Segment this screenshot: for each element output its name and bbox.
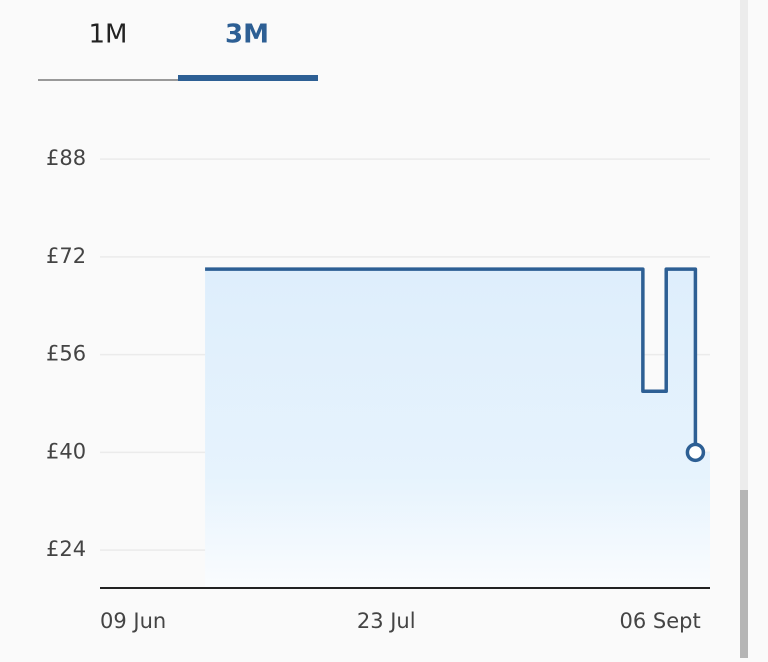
x-tick-label: 23 Jul xyxy=(357,609,416,633)
current-price-marker xyxy=(685,442,706,463)
price-area xyxy=(205,269,710,587)
price-chart: £88 £72 £56 £40 £24 09 Jun 23 Jul 06 Sept xyxy=(46,146,710,633)
y-tick-label: £56 xyxy=(46,342,86,366)
y-tick-label: £72 xyxy=(46,244,86,268)
scrollbar-thumb[interactable] xyxy=(740,490,748,658)
x-tick-label: 09 Jun xyxy=(100,609,166,633)
price-line xyxy=(205,267,698,453)
y-tick-label: £88 xyxy=(46,146,86,170)
tab-1m[interactable]: 1M xyxy=(89,20,128,50)
y-tick-label: £40 xyxy=(46,439,86,463)
x-tick-label: 06 Sept xyxy=(620,609,701,633)
tab-3m[interactable]: 3M xyxy=(225,20,269,50)
scrollbar-track xyxy=(740,0,748,658)
y-tick-label: £24 xyxy=(46,537,86,561)
